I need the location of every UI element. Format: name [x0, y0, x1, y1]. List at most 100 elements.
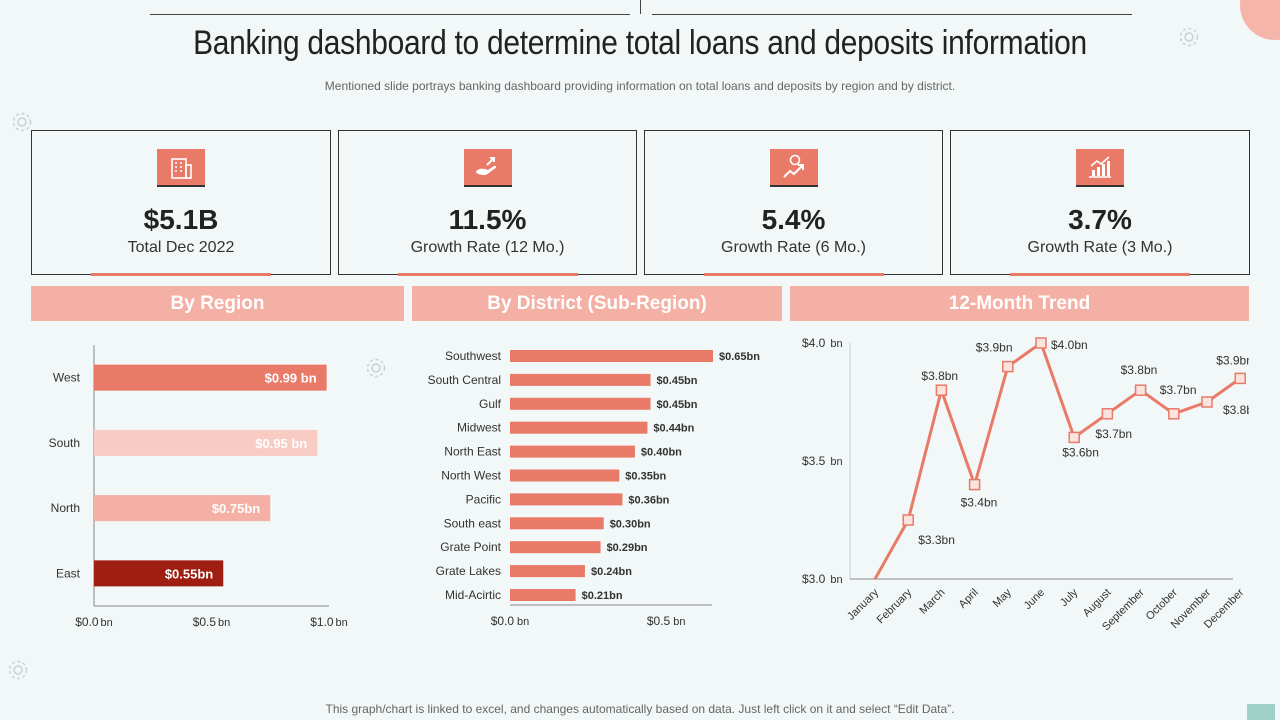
data-label: $0.35bn [625, 471, 666, 483]
gear-icon [1179, 27, 1199, 47]
data-point [1101, 408, 1114, 420]
data-label: $0.75bn [212, 501, 260, 516]
data-label: $3.6bn [1062, 445, 1099, 459]
category-label: Midwest [457, 421, 502, 435]
top-divider-right [652, 14, 1132, 15]
kpi-card-growth-3mo: 3.7% Growth Rate (3 Mo.) [950, 130, 1250, 276]
bar [510, 445, 635, 458]
x-tick-value: $1.0 [310, 615, 334, 629]
x-tick-unit: bn [517, 616, 529, 628]
y-tick-label: $3.0 bn [802, 572, 843, 586]
data-label: $3.8bn [921, 369, 958, 383]
corner-square-decoration [1247, 704, 1275, 720]
x-tick-label: April [957, 587, 981, 611]
data-label: $3.7bn [1095, 427, 1132, 441]
bar [510, 397, 651, 410]
region-bar-chart: West $0.99 bn South $0.95 bn North $0.75bn Eas… [49, 345, 348, 629]
category-label: Southwest [445, 349, 502, 363]
kpi-accent-bar [1010, 273, 1190, 276]
data-point [1134, 384, 1147, 396]
x-tick-label: February [875, 586, 915, 626]
bar [510, 565, 585, 578]
y-tick-label: $3.5 bn [802, 454, 843, 468]
growth-arrow-icon [769, 149, 818, 187]
x-tick-value: $0.0 [491, 614, 515, 628]
data-label: $0.21bn [582, 590, 623, 602]
data-label: $3.8bn [1121, 363, 1158, 377]
kpi-card-growth-6mo: 5.4% Growth Rate (6 Mo.) [644, 130, 943, 276]
data-label: $0.30bn [610, 518, 651, 530]
data-point [902, 514, 914, 526]
x-tick-label: $0.0 bn [75, 615, 113, 629]
data-point [1168, 408, 1180, 420]
y-tick-value: $4.0 [802, 336, 826, 350]
category-label: North [51, 501, 80, 515]
category-label: Grate Lakes [436, 564, 501, 578]
data-label: $3.9bn [976, 341, 1013, 355]
bar [94, 364, 327, 391]
kpi-value: 5.4% [761, 204, 826, 235]
bar [510, 350, 713, 362]
x-tick-label: $1.0 bn [310, 615, 348, 629]
data-label: $0.29bn [607, 542, 648, 554]
data-label: $0.65bn [719, 351, 760, 363]
data-label: $3.8bn [1223, 403, 1249, 417]
section-header-district: By District (Sub-Region) [412, 286, 782, 321]
kpi-label: Growth Rate (6 Mo.) [721, 239, 866, 256]
trend-line-chart: $3.0 bn$3.5 bn$4.0 bnJanuary$3.3bnFebruary$… [802, 336, 1249, 633]
bar [510, 493, 623, 506]
x-tick-value: $0.0 [75, 615, 99, 629]
data-label: $3.9bn [1216, 353, 1249, 367]
gear-icon [366, 358, 386, 378]
section-header-trend: 12-Month Trend [790, 286, 1249, 321]
category-label: Gulf [479, 397, 502, 411]
data-label: $0.40bn [641, 447, 682, 459]
data-label: $0.36bn [628, 494, 669, 506]
kpi-value: 3.7% [1068, 204, 1132, 235]
kpi-value: 11.5% [448, 204, 527, 235]
bar [510, 469, 620, 482]
x-tick-unit: bn [673, 616, 685, 628]
bar [510, 421, 648, 434]
bar [510, 589, 576, 601]
kpi-label: Total Dec 2022 [127, 239, 235, 256]
category-label: Pacific [466, 492, 501, 506]
y-tick-value: $3.0 [802, 572, 826, 586]
x-tick-label: $0.5 bn [647, 614, 686, 628]
y-tick-unit: bn [830, 574, 842, 586]
gear-icon [8, 660, 28, 680]
category-label: South [49, 436, 80, 450]
data-point [935, 384, 948, 396]
kpi-label: Growth Rate (12 Mo.) [410, 239, 565, 256]
gear-icon [12, 112, 32, 132]
y-tick-label: $4.0 bn [802, 336, 843, 350]
data-label: $3.7bn [1160, 383, 1197, 397]
bar [510, 541, 601, 554]
district-bar-chart: Southwest $0.65bn South Central $0.45bn Gulf… [428, 349, 761, 628]
kpi-card-total: $5.1B Total Dec 2022 [31, 130, 331, 276]
data-label: $0.55bn [165, 566, 213, 581]
bar [510, 373, 651, 386]
kpi-card-growth-12mo: 11.5% Growth Rate (12 Mo.) [338, 130, 637, 276]
category-label: West [53, 371, 81, 385]
data-point [1068, 431, 1080, 444]
data-label: $0.99 bn [265, 371, 317, 386]
data-label: $4.0bn [1051, 338, 1088, 352]
kpi-accent-bar [397, 273, 578, 276]
category-label: Grate Point [440, 540, 501, 554]
bar [94, 560, 224, 587]
kpi-value: $5.1B [143, 204, 219, 235]
x-tick-value: $0.5 [193, 615, 217, 629]
x-tick-label: $0.5 bn [193, 615, 231, 629]
data-label: $3.3bn [918, 533, 955, 547]
kpi-accent-bar [703, 273, 884, 276]
bar [94, 429, 318, 456]
x-tick-unit: bn [218, 617, 230, 629]
data-label: $0.24bn [591, 566, 632, 578]
data-label: $0.95 bn [255, 436, 307, 451]
bar [94, 495, 271, 522]
x-tick-label: August [1081, 587, 1114, 620]
category-label: South Central [428, 373, 501, 387]
hand-money-icon [463, 149, 512, 187]
x-tick-unit: bn [336, 617, 348, 629]
